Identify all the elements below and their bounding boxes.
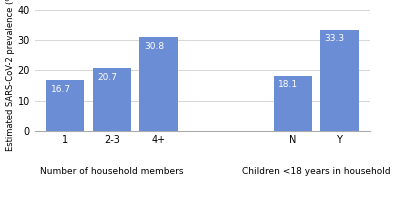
Bar xyxy=(139,37,178,131)
Text: Number of household members: Number of household members xyxy=(40,167,184,176)
Bar xyxy=(320,30,358,131)
Bar xyxy=(274,76,312,131)
Text: 30.8: 30.8 xyxy=(144,42,164,51)
Text: 18.1: 18.1 xyxy=(278,81,298,89)
Bar xyxy=(93,68,131,131)
Y-axis label: Estimated SARS-CoV-2 prevalence (%): Estimated SARS-CoV-2 prevalence (%) xyxy=(6,0,14,151)
Bar xyxy=(46,80,84,131)
Text: 33.3: 33.3 xyxy=(325,34,345,43)
Text: Children <18 years in household: Children <18 years in household xyxy=(242,167,390,176)
Text: 16.7: 16.7 xyxy=(51,85,71,94)
Text: 20.7: 20.7 xyxy=(97,73,117,82)
